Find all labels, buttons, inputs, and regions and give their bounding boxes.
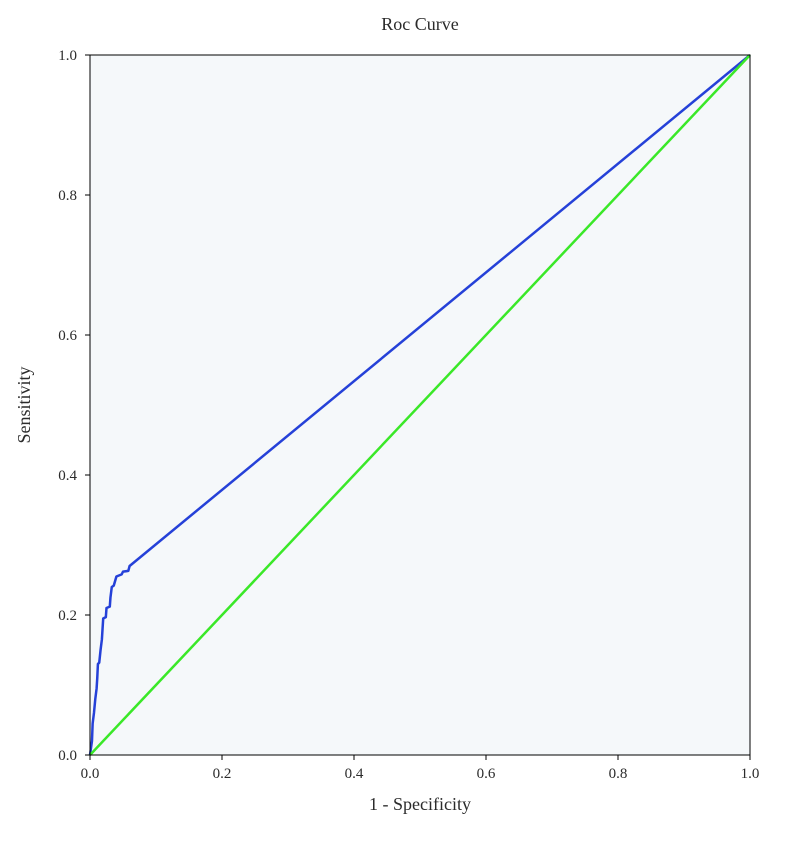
y-tick-label: 0.4 — [58, 468, 77, 484]
chart-container: 0.0 0.2 0.4 0.6 0.8 1.0 0.0 0.2 0.4 0.6 0.8 1.0 Roc … — [0, 0, 794, 846]
chart-title: Roc Curve — [381, 14, 458, 34]
x-tick-label: 0.4 — [345, 766, 364, 782]
y-axis-label: Sensitivity — [14, 366, 34, 443]
x-axis-label: 1 - Specificity — [369, 794, 471, 814]
y-tick-label: 0.2 — [58, 608, 77, 624]
y-tick-label: 0.6 — [58, 328, 77, 344]
x-tick-label: 0.2 — [213, 766, 232, 782]
x-tick-label: 0.6 — [477, 766, 496, 782]
roc-chart: 0.0 0.2 0.4 0.6 0.8 1.0 0.0 0.2 0.4 0.6 0.8 1.0 Roc … — [0, 0, 794, 846]
x-tick-label: 0.8 — [609, 766, 628, 782]
x-tick-label: 1.0 — [741, 766, 760, 782]
y-tick-label: 0.8 — [58, 188, 77, 204]
y-tick-label: 0.0 — [58, 748, 77, 764]
y-tick-label: 1.0 — [58, 48, 77, 64]
x-tick-label: 0.0 — [81, 766, 100, 782]
